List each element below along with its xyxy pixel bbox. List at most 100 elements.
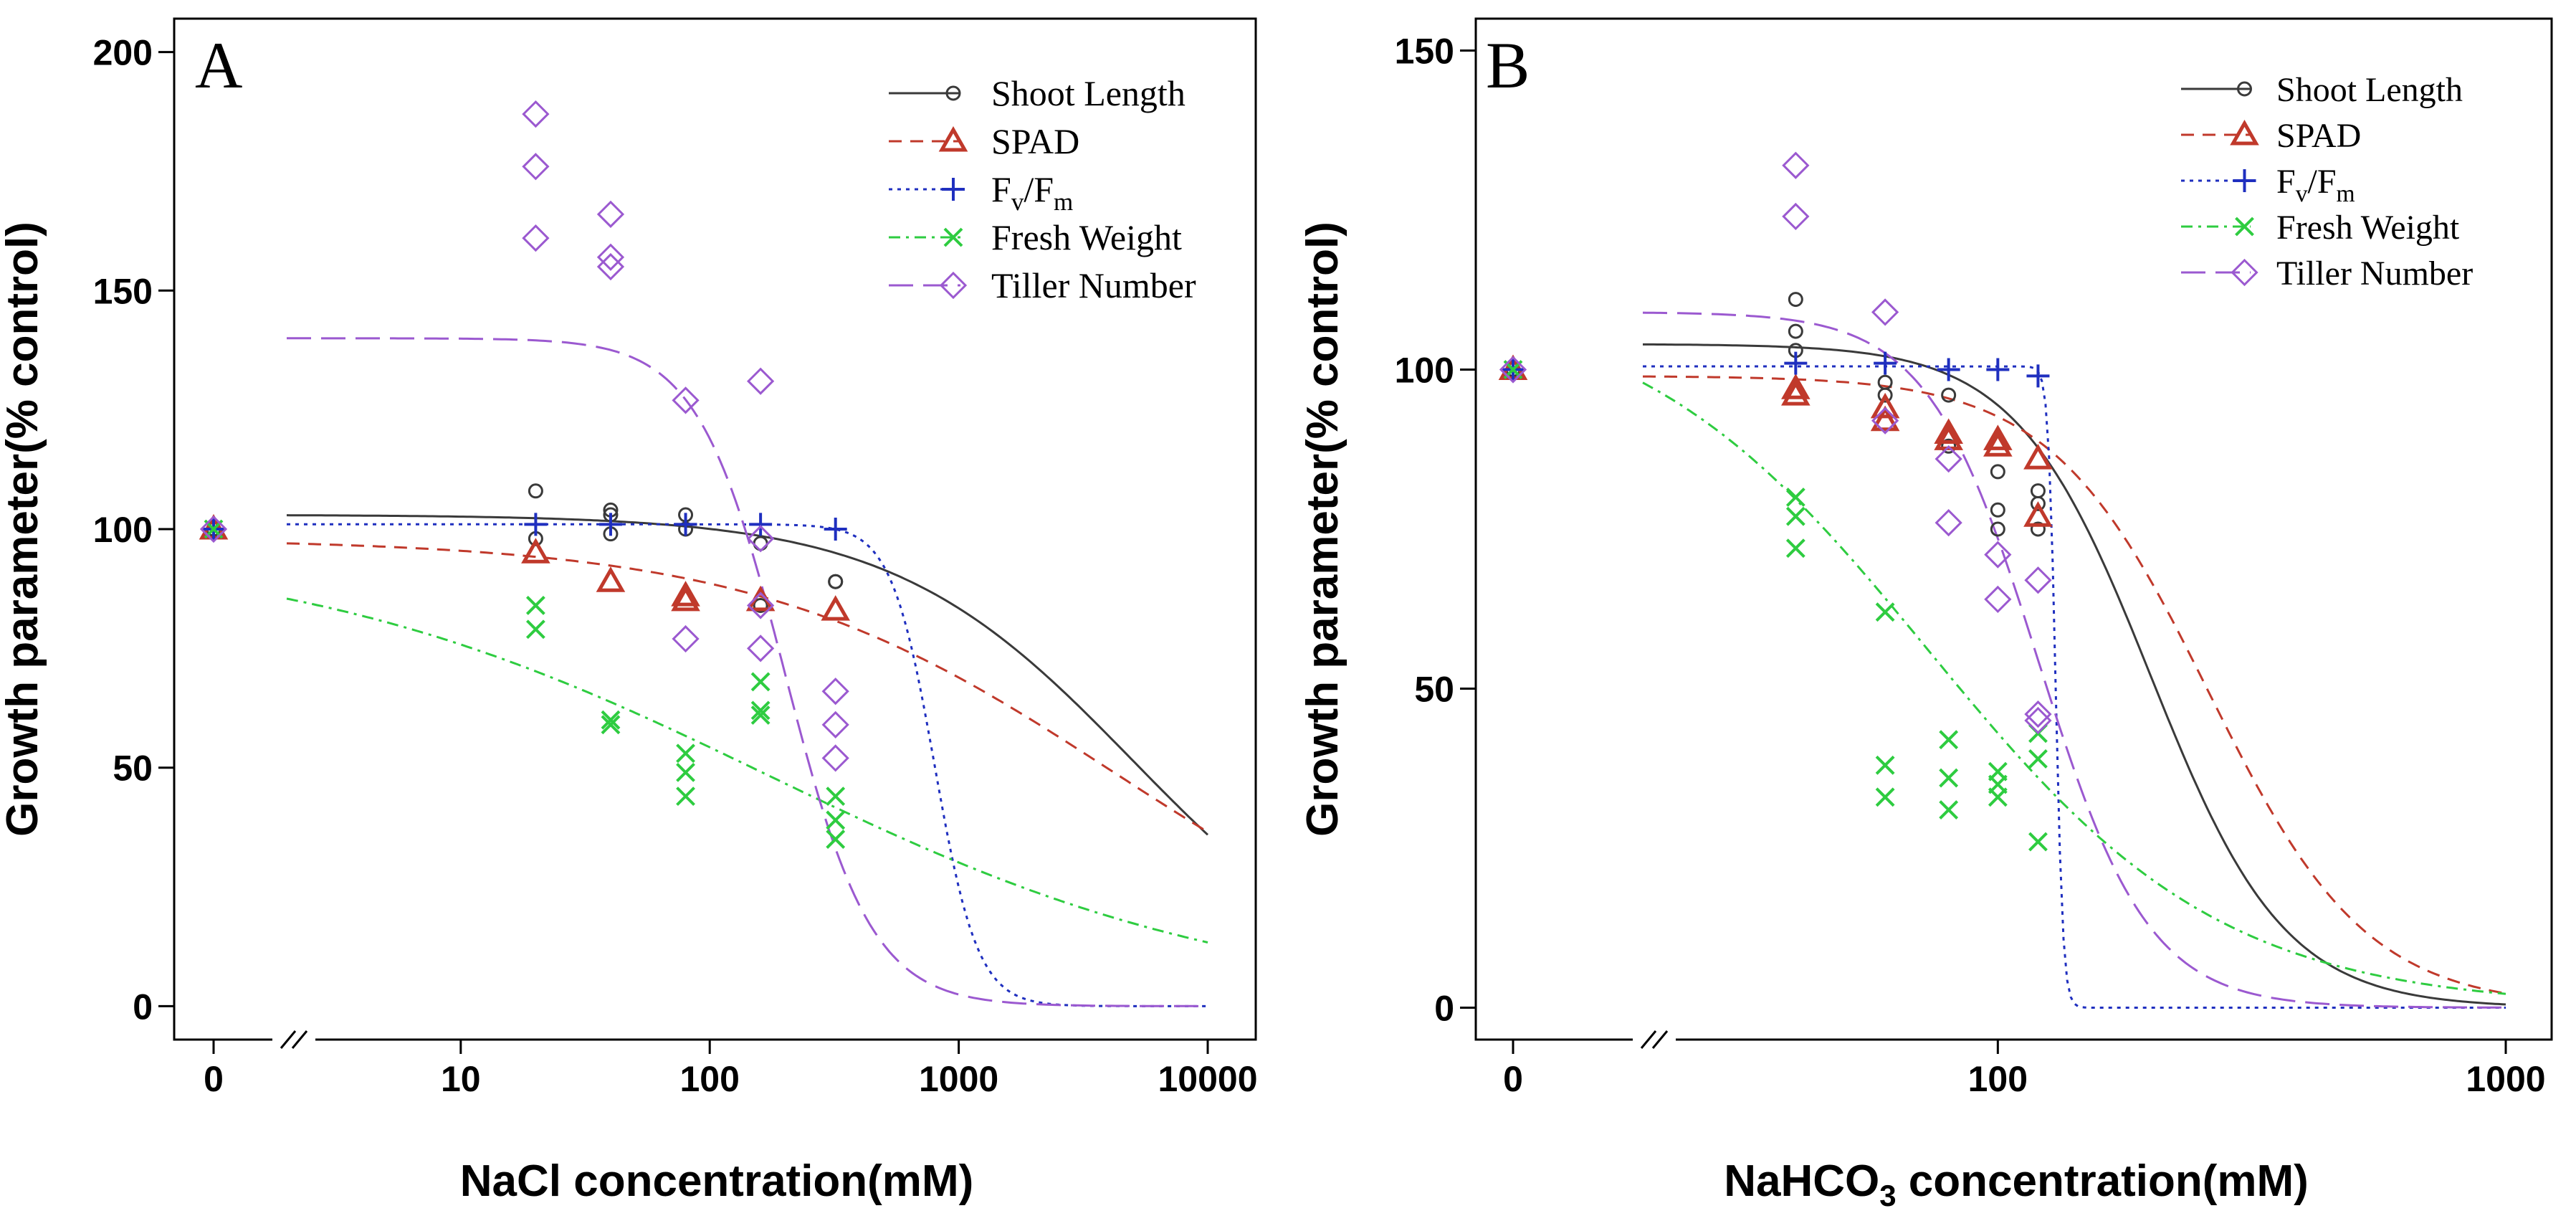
data-point [750,700,771,721]
data-point [2023,501,2053,527]
legend-label: Fresh Weight [991,217,1182,257]
data-point [1934,424,1963,450]
legend-marker [938,125,968,152]
panel-a: A 0 50 100 150 200 0 10 100 1000 10000 Growth pa… [0,17,1258,1206]
data-point [821,744,849,772]
data-points [1498,151,2053,852]
y-tick-label: 200 [93,33,153,73]
legend-label: SPAD [991,121,1079,161]
legend-marker [2235,217,2254,237]
data-point [1941,387,1957,403]
legend-marker [945,85,961,101]
data-point [674,513,697,536]
data-point [1941,438,1957,454]
data-point [1782,151,1810,179]
data-points [199,100,851,849]
legend-marker [2230,119,2259,146]
data-point [2024,566,2052,594]
data-point [821,678,849,705]
legend-label: SPAD [2276,117,2361,155]
legend-label: Tiller Number [991,265,1196,305]
x-tick-label: 100 [1968,1059,2028,1099]
plot-frame [1474,17,2553,1041]
fit-curves [286,337,1209,1007]
data-point [1990,521,2005,537]
data-point [672,386,700,414]
data-point [1935,445,1962,473]
data-point [1983,431,2013,457]
data-point [1875,755,1895,775]
data-point [199,515,228,543]
data-point [1875,602,1895,622]
data-point [2024,700,2052,728]
legend-marker [942,178,965,201]
y-tick-label: 150 [1395,32,1454,72]
y-tick-label: 100 [93,510,153,550]
data-point [528,483,543,499]
data-point [1870,392,1900,419]
data-point [1986,358,2010,381]
panel-b: B 0 50 100 150 0 100 1000 Growth parameter(% … [1298,17,2553,1212]
data-point [676,743,695,764]
legend-label: Fv/Fm [2276,163,2355,207]
legend-marker [943,227,963,247]
fit-curve [286,597,1208,944]
data-point [1990,502,2005,518]
data-point [672,624,700,653]
legend-marker [939,271,968,300]
fit-curve [286,542,1208,833]
y-tick-label: 0 [133,987,153,1027]
data-point [596,566,626,592]
legend-label: Shoot Length [2276,71,2463,109]
legend-label: Fresh Weight [2276,209,2460,247]
data-point [1874,351,1897,375]
y-tick-label: 150 [93,271,153,311]
data-point [671,581,700,607]
data-point [596,200,625,228]
data-point [1935,508,1962,537]
data-point [596,252,625,281]
data-point [1788,292,1803,308]
data-point [522,153,550,181]
x-tick-label: 0 [204,1059,224,1099]
data-point [2028,749,2048,769]
fit-curves [1642,311,2506,1009]
data-point [1937,358,1960,381]
fit-curve [287,337,1208,1007]
legend-label: Fv/Fm [991,169,1073,216]
x-tick-label: 10000 [1158,1059,1257,1099]
data-point [1785,506,1805,526]
fit-curve [1643,365,2506,1009]
fit-curve [1642,381,2506,995]
data-point [1939,800,1959,820]
data-point [1877,387,1893,403]
data-point [1984,541,2012,569]
legend-marker [2233,169,2256,192]
data-point [746,635,775,662]
x-axis-title: NaCl concentration(mM) [460,1156,973,1206]
data-point [1785,488,1805,507]
data-point [521,538,550,564]
data-point [2024,706,2052,735]
x-tick-label: 100 [679,1059,739,1099]
axis-break-mark [272,1030,315,1049]
y-axis: 0 50 100 150 [1395,32,1476,1029]
data-point [1984,585,2012,614]
x-tick-label: 1000 [919,1059,998,1099]
data-point [601,710,621,730]
data-point [596,243,625,271]
y-axis: 0 50 100 150 200 [93,33,174,1027]
legend-marker [2237,81,2252,97]
fit-curve [1643,343,2506,1006]
x-tick-label: 10 [441,1059,481,1099]
data-point [753,597,768,613]
data-point [746,525,775,553]
y-axis-title: Growth parameter(% control) [1298,222,1347,837]
x-tick-label: 0 [1503,1059,1523,1099]
data-point [826,787,846,807]
data-point [1870,405,1900,432]
data-point [525,619,545,640]
data-point [750,705,771,725]
